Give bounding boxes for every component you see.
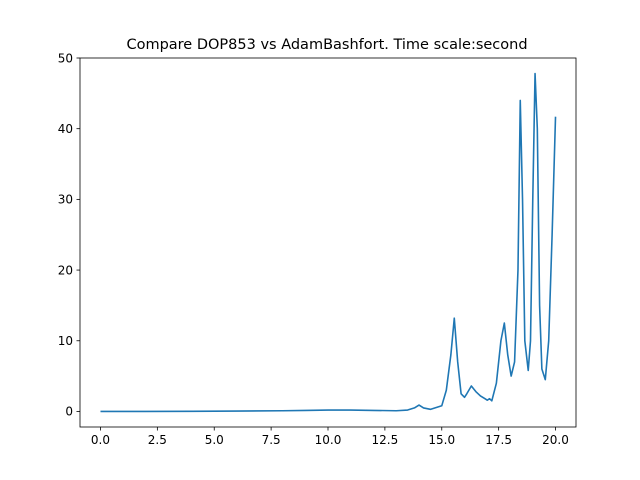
y-tick-label: 20	[58, 263, 73, 277]
x-tick-label: 17.5	[485, 433, 512, 447]
x-tick-label: 2.5	[148, 433, 167, 447]
y-tick-label: 50	[58, 51, 73, 65]
y-tick-label: 40	[58, 122, 73, 136]
chart-title: Compare DOP853 vs AdamBashfort. Time sca…	[126, 37, 527, 53]
series-line-0	[100, 72, 557, 413]
x-tick-label: 5.0	[205, 433, 224, 447]
y-tick-label: 10	[58, 334, 73, 348]
x-tick-label: 7.5	[262, 433, 281, 447]
x-tick-label: 15.0	[428, 433, 455, 447]
y-tick-label: 0	[65, 405, 73, 419]
x-tick-label: 0.0	[91, 433, 110, 447]
x-tick-label: 20.0	[542, 433, 569, 447]
axes-frame	[79, 57, 577, 428]
x-tick-label: 12.5	[372, 433, 399, 447]
y-tick-label: 30	[58, 193, 73, 207]
x-tick-label: 10.0	[315, 433, 342, 447]
